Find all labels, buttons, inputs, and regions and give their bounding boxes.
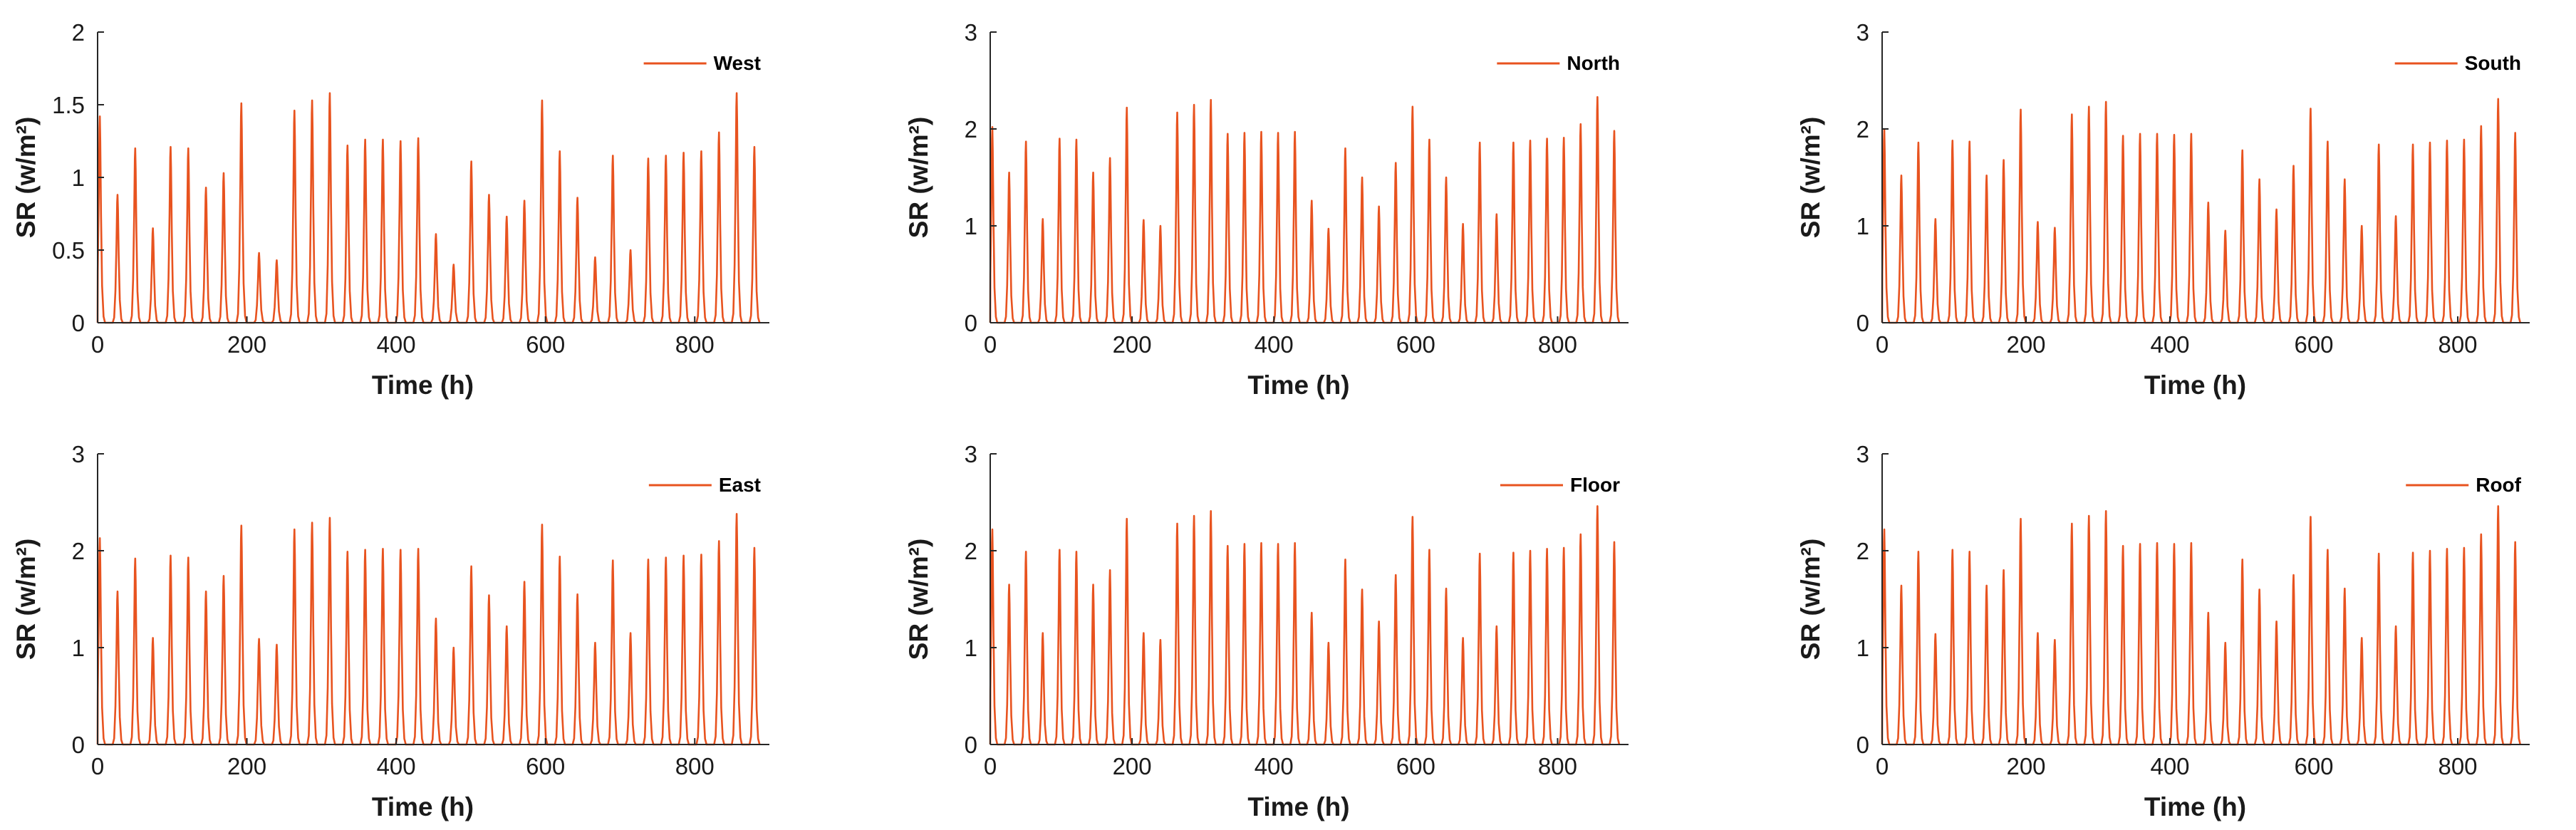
y-tick-label: 1 <box>965 635 977 661</box>
y-tick-label: 1 <box>965 213 977 239</box>
x-axis-title: Time (h) <box>1247 370 1349 400</box>
x-tick-label: 0 <box>91 753 104 779</box>
chart-panel-north: 0 200 400 600 800 0 1 2 3 Time (h) SR (w/m²) North <box>904 19 1629 400</box>
x-tick-label: 600 <box>2294 753 2333 779</box>
x-tick-label: 400 <box>2150 753 2189 779</box>
x-tick-label: 400 <box>377 753 416 779</box>
x-tick-label: 0 <box>1876 331 1889 358</box>
x-tick-label: 200 <box>1113 753 1152 779</box>
x-tick-label: 800 <box>2438 331 2477 358</box>
y-tick-label: 3 <box>1856 19 1869 46</box>
y-tick-label: 2 <box>1856 538 1869 564</box>
series-line-west <box>96 92 761 324</box>
y-tick-label: 3 <box>72 441 85 467</box>
x-tick-label: 600 <box>1396 331 1435 358</box>
y-tick-label: 2 <box>1856 116 1869 142</box>
x-tick-label: 800 <box>675 753 715 779</box>
y-tick-label: 0 <box>1856 732 1869 758</box>
legend-label: West <box>714 52 761 74</box>
y-tick-label: 2 <box>72 19 85 46</box>
y-tick-label: 0 <box>1856 310 1869 336</box>
legend: East <box>648 474 761 496</box>
y-tick-label: 1 <box>72 635 85 661</box>
y-axis-title: SR (w/m²) <box>1796 117 1825 239</box>
x-axis-title: Time (h) <box>2144 792 2246 821</box>
x-tick-label: 400 <box>1255 331 1294 358</box>
legend-label: South <box>2465 52 2521 74</box>
legend-label: North <box>1567 52 1620 74</box>
chart-panel-floor: 0 200 400 600 800 0 1 2 3 Time (h) SR (w/m²) Floor <box>904 441 1629 821</box>
chart-panel-west: 0 200 400 600 800 0 0.5 1 1.5 2 Time (h) SR (w/m²) W… <box>11 19 769 400</box>
x-axis-title: Time (h) <box>2144 370 2246 400</box>
chart-panel-roof: 0 200 400 600 800 0 1 2 3 Time (h) SR (w/m²) Roof <box>1796 441 2530 821</box>
y-axis-title: SR (w/m²) <box>11 117 41 239</box>
legend-label: East <box>719 474 761 496</box>
y-tick-label: 2 <box>72 538 85 564</box>
y-tick-label: 0.5 <box>52 237 85 264</box>
x-tick-label: 200 <box>2006 753 2045 779</box>
legend: North <box>1497 52 1620 74</box>
series-line-north <box>989 95 1621 324</box>
y-tick-label: 3 <box>1856 441 1869 467</box>
x-tick-label: 400 <box>2150 331 2189 358</box>
y-tick-label: 0 <box>965 310 977 336</box>
chart-panel-south: 0 200 400 600 800 0 1 2 3 Time (h) SR (w/m²) South <box>1796 19 2530 400</box>
series-line-east <box>96 513 761 746</box>
series-line-roof <box>1881 505 2522 746</box>
y-tick-label: 2 <box>965 116 977 142</box>
x-tick-label: 0 <box>1876 753 1889 779</box>
x-axis-title: Time (h) <box>372 370 474 400</box>
x-tick-label: 800 <box>1538 331 1577 358</box>
series-line-south <box>1881 98 2522 324</box>
y-tick-label: 3 <box>965 19 977 46</box>
x-tick-label: 200 <box>2006 331 2045 358</box>
x-tick-label: 200 <box>227 753 266 779</box>
x-tick-label: 800 <box>675 331 715 358</box>
x-tick-label: 0 <box>91 331 104 358</box>
x-tick-label: 400 <box>377 331 416 358</box>
y-tick-label: 3 <box>965 441 977 467</box>
legend-label: Roof <box>2476 474 2521 496</box>
x-tick-label: 600 <box>2294 331 2333 358</box>
y-axis-title: SR (w/m²) <box>1796 539 1825 660</box>
y-tick-label: 1 <box>1856 635 1869 661</box>
y-tick-label: 0 <box>72 732 85 758</box>
legend: Roof <box>2406 474 2522 496</box>
x-tick-label: 600 <box>1396 753 1435 779</box>
series-line-floor <box>989 505 1621 746</box>
x-tick-label: 0 <box>984 331 997 358</box>
chart-panel-east: 0 200 400 600 800 0 1 2 3 Time (h) SR (w/m²) East <box>11 441 769 821</box>
x-tick-label: 200 <box>1113 331 1152 358</box>
y-tick-label: 0 <box>72 310 85 336</box>
x-tick-label: 800 <box>2438 753 2477 779</box>
x-tick-label: 800 <box>1538 753 1577 779</box>
x-tick-label: 400 <box>1255 753 1294 779</box>
y-tick-label: 1 <box>1856 213 1869 239</box>
x-tick-label: 600 <box>526 331 565 358</box>
legend-label: Floor <box>1570 474 1620 496</box>
legend: South <box>2394 52 2521 74</box>
y-tick-label: 1.5 <box>52 92 85 118</box>
x-axis-title: Time (h) <box>372 792 474 821</box>
y-axis-title: SR (w/m²) <box>904 117 933 239</box>
y-axis-title: SR (w/m²) <box>11 539 41 660</box>
x-tick-label: 600 <box>526 753 565 779</box>
legend: Floor <box>1500 474 1620 496</box>
y-tick-label: 0 <box>965 732 977 758</box>
y-tick-label: 1 <box>72 165 85 191</box>
legend: West <box>643 52 761 74</box>
x-tick-label: 200 <box>227 331 266 358</box>
y-axis-title: SR (w/m²) <box>904 539 933 660</box>
x-axis-title: Time (h) <box>1247 792 1349 821</box>
y-tick-label: 2 <box>965 538 977 564</box>
x-tick-label: 0 <box>984 753 997 779</box>
